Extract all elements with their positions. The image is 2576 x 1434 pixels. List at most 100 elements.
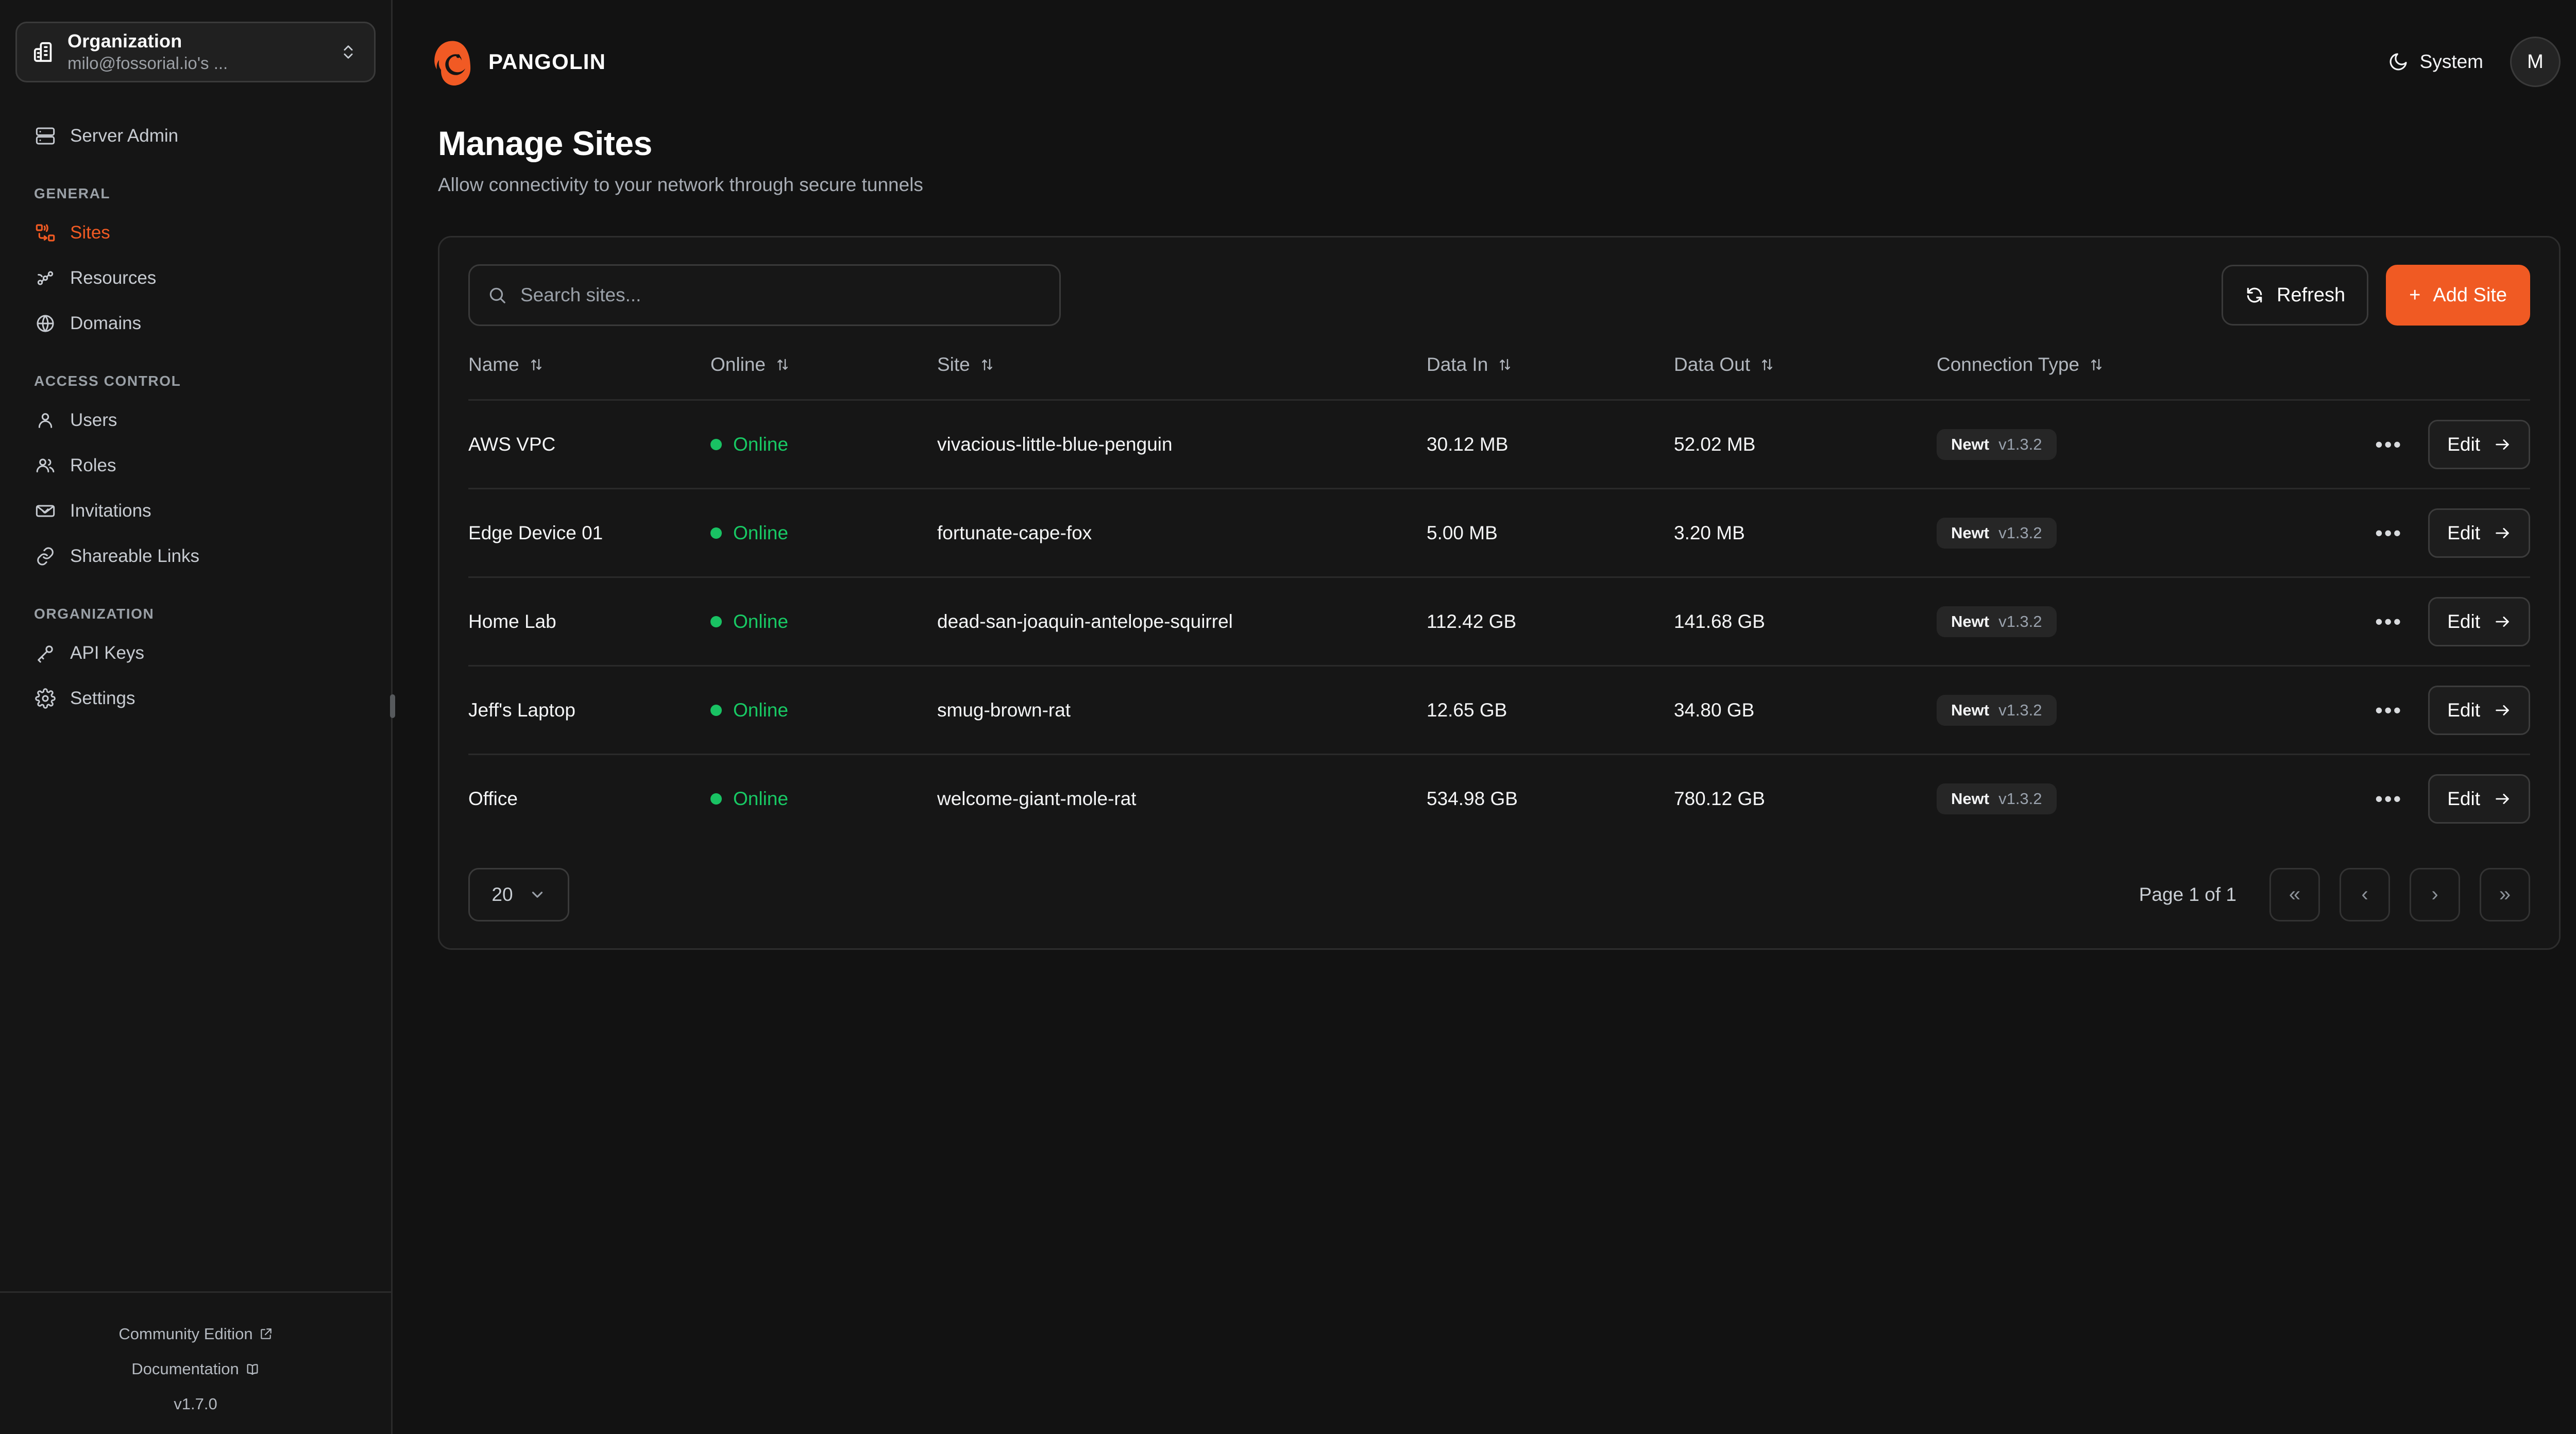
sidebar-item-sites[interactable]: Sites	[0, 210, 391, 255]
chevrons-up-down-icon	[337, 38, 360, 66]
connection-name: Newt	[1951, 523, 1990, 542]
sidebar-item-roles[interactable]: Roles	[0, 443, 391, 488]
cell-site: fortunate-cape-fox	[937, 488, 1427, 577]
table-row[interactable]: Office Online welcome-giant-mole-rat 534…	[468, 754, 2530, 843]
edit-button[interactable]: Edit	[2428, 685, 2530, 735]
row-more-menu-icon[interactable]: •••	[2375, 787, 2403, 811]
edit-button[interactable]: Edit	[2428, 774, 2530, 824]
connection-badge: Newt v1.3.2	[1937, 429, 2057, 460]
refresh-icon	[2245, 285, 2264, 305]
avatar[interactable]: M	[2510, 37, 2561, 87]
documentation-link[interactable]: Documentation	[0, 1360, 391, 1378]
cell-data-out: 3.20 MB	[1674, 488, 1937, 577]
cell-site: welcome-giant-mole-rat	[937, 754, 1427, 843]
cell-online: Online	[710, 488, 937, 577]
add-site-button[interactable]: + Add Site	[2386, 265, 2530, 326]
sidebar-item-server-admin[interactable]: Server Admin	[0, 113, 391, 159]
row-more-menu-icon[interactable]: •••	[2375, 697, 2403, 722]
cell-data-in: 30.12 MB	[1427, 399, 1674, 489]
connection-version: v1.3.2	[1998, 701, 2042, 719]
organization-switcher[interactable]: Organization milo@fossorial.io's ...	[15, 22, 376, 82]
status-badge: Online	[733, 433, 788, 455]
cell-data-out: 780.12 GB	[1674, 754, 1937, 843]
column-header-connection-type[interactable]: Connection Type	[1937, 354, 2297, 400]
connection-badge: Newt v1.3.2	[1937, 694, 2057, 726]
column-label: Data In	[1427, 354, 1488, 375]
server-icon	[34, 125, 57, 147]
card-toolbar: Search sites... Refresh	[468, 264, 2530, 326]
edit-button[interactable]: Edit	[2428, 419, 2530, 469]
page-subtitle: Allow connectivity to your network throu…	[438, 174, 923, 195]
table-row[interactable]: AWS VPC Online vivacious-little-blue-pen…	[468, 399, 2530, 489]
first-page-button[interactable]: «	[2269, 867, 2320, 921]
cell-data-in: 534.98 GB	[1427, 754, 1674, 843]
table-row[interactable]: Jeff's Laptop Online smug-brown-rat 12.6…	[468, 665, 2530, 755]
column-label: Name	[468, 354, 519, 375]
row-more-menu-icon[interactable]: •••	[2375, 520, 2403, 545]
cell-online: Online	[710, 665, 937, 755]
cell-actions: ••• Edit	[2297, 576, 2530, 666]
last-page-button[interactable]: »	[2480, 867, 2530, 921]
globe-icon	[34, 312, 57, 335]
refresh-button[interactable]: Refresh	[2222, 265, 2369, 326]
sidebar-resize-handle[interactable]	[390, 694, 395, 718]
connection-version: v1.3.2	[1998, 435, 2042, 453]
link-icon	[34, 545, 57, 568]
status-dot	[710, 527, 722, 539]
topbar-right: System M	[2388, 37, 2561, 87]
cell-name: Jeff's Laptop	[468, 665, 710, 755]
mail-check-icon	[34, 500, 57, 522]
cell-online: Online	[710, 576, 937, 666]
status-badge: Online	[733, 788, 788, 810]
row-more-menu-icon[interactable]: •••	[2375, 432, 2403, 456]
pangolin-logo-icon	[430, 38, 477, 86]
next-page-button[interactable]: ›	[2410, 867, 2460, 921]
user-icon	[34, 409, 57, 432]
edit-label: Edit	[2447, 610, 2480, 632]
column-label: Connection Type	[1937, 354, 2080, 375]
column-header-data-out[interactable]: Data Out	[1674, 354, 1937, 400]
edit-button[interactable]: Edit	[2428, 596, 2530, 646]
brand[interactable]: PANGOLIN	[430, 38, 606, 86]
sidebar-item-invitations[interactable]: Invitations	[0, 488, 391, 534]
column-header-name[interactable]: Name	[468, 354, 710, 400]
row-more-menu-icon[interactable]: •••	[2375, 609, 2403, 634]
page-size-select[interactable]: 20	[468, 867, 569, 921]
sidebar-item-api-keys[interactable]: API Keys	[0, 630, 391, 676]
cell-name: Edge Device 01	[468, 488, 710, 577]
sidebar-item-domains[interactable]: Domains	[0, 301, 391, 346]
main-area: PANGOLIN System M Manage Sites	[393, 0, 2576, 1434]
status-badge: Online	[733, 522, 788, 543]
prev-page-button[interactable]: ‹	[2340, 867, 2390, 921]
search-input[interactable]: Search sites...	[468, 264, 1061, 326]
status-dot	[710, 793, 722, 805]
connection-name: Newt	[1951, 435, 1990, 453]
cell-name: Office	[468, 754, 710, 843]
sidebar-item-resources[interactable]: Resources	[0, 255, 391, 301]
column-header-site[interactable]: Site	[937, 354, 1427, 400]
avatar-initial: M	[2527, 50, 2544, 73]
sidebar-item-users[interactable]: Users	[0, 398, 391, 443]
sidebar-footer: Community Edition Documentation	[0, 1291, 391, 1434]
table-row[interactable]: Home Lab Online dead-san-joaquin-antelop…	[468, 576, 2530, 666]
cell-connection-type: Newt v1.3.2	[1937, 576, 2297, 666]
gear-icon	[34, 687, 57, 710]
sidebar-item-settings[interactable]: Settings	[0, 676, 391, 721]
cell-online: Online	[710, 754, 937, 843]
community-edition-link[interactable]: Community Edition	[0, 1325, 391, 1343]
community-edition-label: Community Edition	[118, 1325, 253, 1343]
column-header-online[interactable]: Online	[710, 354, 937, 400]
sites-card: Search sites... Refresh	[438, 236, 2561, 950]
edit-label: Edit	[2447, 433, 2480, 455]
plus-icon: +	[2409, 284, 2421, 306]
table-row[interactable]: Edge Device 01 Online fortunate-cape-fox…	[468, 488, 2530, 577]
sidebar-item-shareable-links[interactable]: Shareable Links	[0, 534, 391, 579]
arrow-right-icon	[2494, 436, 2511, 453]
column-header-data-in[interactable]: Data In	[1427, 354, 1674, 400]
theme-toggle[interactable]: System	[2388, 51, 2483, 73]
cell-data-in: 5.00 MB	[1427, 488, 1674, 577]
status-badge: Online	[733, 699, 788, 721]
connection-version: v1.3.2	[1998, 612, 2042, 630]
edit-button[interactable]: Edit	[2428, 508, 2530, 558]
